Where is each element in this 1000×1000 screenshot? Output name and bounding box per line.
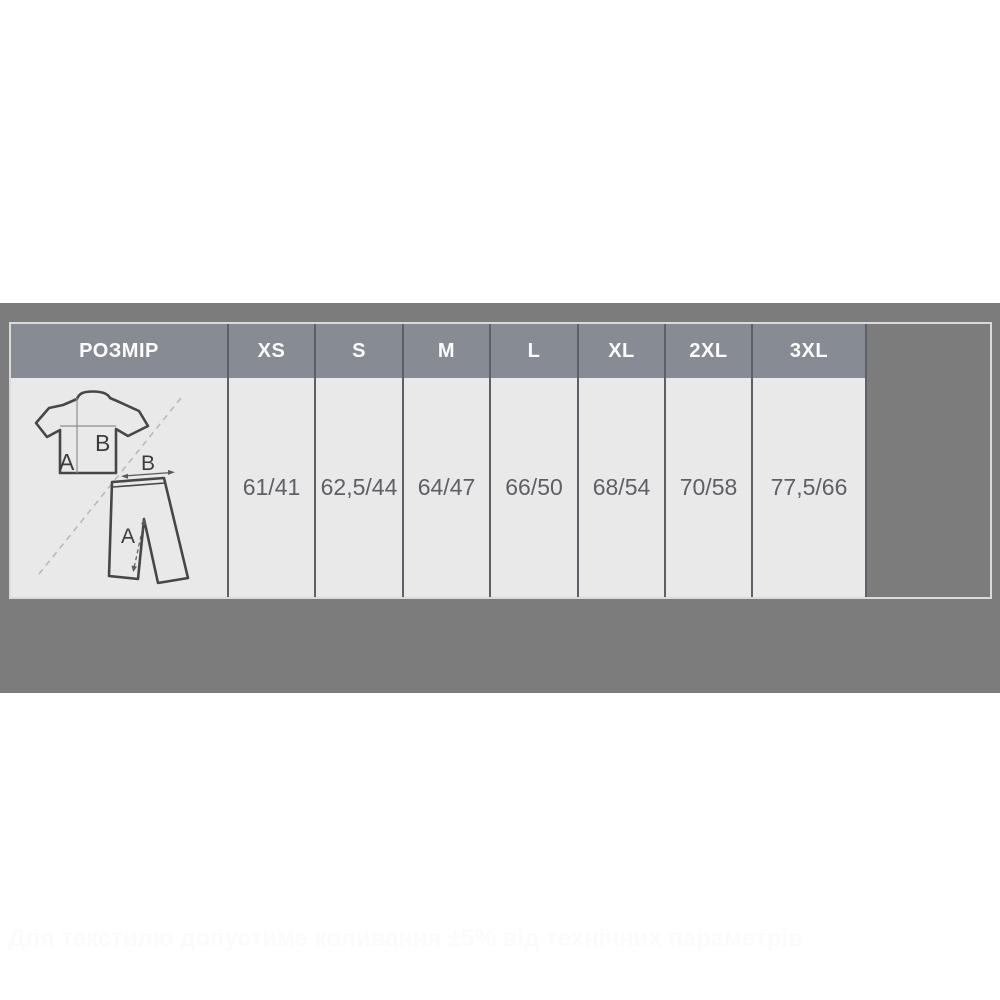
size-value-l: 66/50 — [491, 378, 577, 597]
tolerance-note: Для текстилю допустиме коливання ±5% від… — [8, 925, 803, 952]
table-filler-area — [867, 324, 990, 597]
column-size-label: РОЗМІР A B — [11, 324, 229, 597]
size-value-3xl: 77,5/66 — [753, 378, 865, 597]
size-header-xl: XL — [579, 324, 664, 378]
size-header-l: L — [491, 324, 577, 378]
tshirt-height-label: A — [59, 449, 75, 475]
tshirt-width-label: B — [95, 430, 110, 456]
column-size-2xl: 2XL 70/58 — [666, 324, 753, 597]
garment-measurement-diagram-icon: A B B — [34, 390, 190, 585]
size-value-s: 62,5/44 — [316, 378, 402, 597]
pants-inseam-label: A — [121, 525, 135, 548]
size-header-xs: XS — [229, 324, 314, 378]
size-value-xl: 68/54 — [579, 378, 664, 597]
size-header-3xl: 3XL — [753, 324, 865, 378]
pants-icon: B A — [107, 452, 190, 585]
column-size-l: L 66/50 — [491, 324, 579, 597]
tshirt-icon: A B — [34, 390, 150, 475]
size-header-m: M — [404, 324, 489, 378]
size-value-xs: 61/41 — [229, 378, 314, 597]
size-chart-panel: РОЗМІР A B — [0, 303, 1000, 952]
column-size-xl: XL 68/54 — [579, 324, 666, 597]
column-size-3xl: 3XL 77,5/66 — [753, 324, 867, 597]
size-value-2xl: 70/58 — [666, 378, 751, 597]
size-header-2xl: 2XL — [666, 324, 751, 378]
column-size-m: M 64/47 — [404, 324, 491, 597]
diagonal-guide-line — [38, 397, 182, 575]
pants-waist-label: B — [141, 452, 155, 475]
size-value-m: 64/47 — [404, 378, 489, 597]
column-size-s: S 62,5/44 — [316, 324, 404, 597]
size-table-title: РОЗМІР — [11, 324, 227, 378]
size-header-s: S — [316, 324, 402, 378]
measurement-diagram-cell: A B B — [11, 378, 227, 597]
size-table: РОЗМІР A B — [9, 322, 992, 599]
column-size-xs: XS 61/41 — [229, 324, 316, 597]
